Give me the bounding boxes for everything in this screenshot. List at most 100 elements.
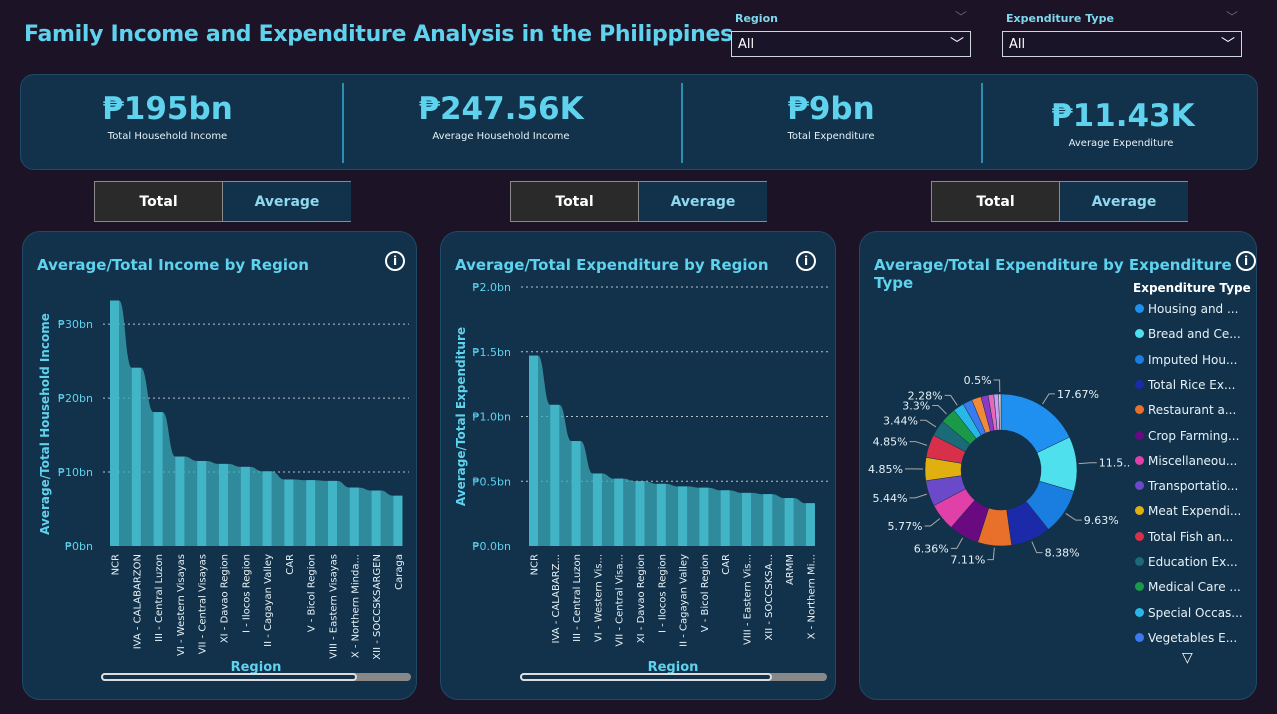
expenditure-by-region-card: Average/Total Expenditure by Region i ₱0… [440,231,836,700]
average-toggle-button[interactable]: Average [1060,182,1188,221]
legend-label: Miscellaneou... [1148,453,1238,468]
x-tick-label: V - Bicol Region [700,554,711,632]
kpi-panel: ₱195bn Total Household Income ₱247.56K A… [20,74,1258,170]
legend-label: Restaurant a... [1148,403,1237,418]
type-toggle: Total Average [931,181,1188,222]
label-leader [919,419,937,428]
legend-item[interactable]: Miscellaneou... [1135,454,1237,468]
y-tick-label: ₱1.5bn [473,346,511,359]
legend-item[interactable]: Medical Care ... [1135,580,1241,594]
slice-label: 6.36% [914,542,949,555]
chevron-down-icon[interactable]: ﹀ [954,10,967,24]
slice-label: 3.3% [902,399,930,412]
label-leader [987,547,995,561]
kpi-total-income: ₱195bn Total Household Income [81,91,254,142]
kpi-value: ₱11.43K [1051,98,1195,134]
x-tick-label: II - Cagayan Valley [263,554,274,647]
expenditure-type-select[interactable]: All ﹀ [1002,31,1242,57]
slice-label: 8.38% [1045,547,1080,560]
scrollbar-thumb[interactable] [101,673,357,681]
y-tick-label: ₱0.5bn [473,475,511,488]
kpi-total-expenditure: ₱9bn Total Expenditure [761,91,901,142]
dropdown-arrow-icon[interactable]: ﹀ [1221,37,1235,53]
legend-label: Meat Expendi... [1148,504,1242,519]
slice-label: 3.44% [883,414,918,427]
kpi-value: ₱9bn [787,91,875,127]
legend-item[interactable]: Vegetables E... [1135,631,1237,645]
total-toggle-button[interactable]: Total [932,182,1060,221]
x-tick-label: VIII - Eastern Visayas [329,554,340,659]
label-leader [944,394,958,406]
x-tick-label: Caraga [394,554,405,590]
scrollbar-thumb[interactable] [520,673,772,681]
info-icon[interactable]: i [1236,251,1256,271]
x-tick-label: I - Ilocos Region [241,554,252,633]
kpi-average-expenditure: ₱11.43K Average Expenditure [1051,98,1195,149]
legend-item[interactable]: Special Occas... [1135,606,1243,620]
label-leader [1078,462,1097,465]
label-leader [1031,541,1043,554]
legend-label: Crop Farming... [1148,428,1240,443]
legend-label: Imputed Hou... [1148,352,1238,367]
y-tick-label: ₱0.0bn [473,540,511,553]
kpi-divider [681,83,683,163]
region-select[interactable]: All ﹀ [731,31,971,57]
legend-item[interactable]: Meat Expendi... [1135,504,1241,518]
y-tick-label: ₱1.0bn [473,411,511,424]
x-tick-label: I - Ilocos Region [657,554,668,633]
average-toggle-button[interactable]: Average [639,182,767,221]
expenditure-toggle: Total Average [510,181,767,222]
legend-item[interactable]: Total Fish an... [1135,530,1233,544]
x-tick-label: XII - SOCCSKSARGEN [372,554,383,660]
x-tick-label: VIII - Eastern Vis... [743,554,754,645]
slice-label: 7.11% [950,554,985,567]
slice-label: 4.85% [868,463,903,476]
dropdown-arrow-icon[interactable]: ﹀ [950,37,964,53]
legend-label: Medical Care ... [1148,580,1241,595]
kpi-label: Total Household Income [107,131,228,142]
total-toggle-button[interactable]: Total [511,182,639,221]
label-leader [909,441,928,446]
legend-item[interactable]: Education Ex... [1135,555,1238,569]
legend-item[interactable]: Crop Farming... [1135,429,1239,443]
x-tick-label: XI - Davao Region [636,554,647,643]
legend-item[interactable]: Transportatio... [1135,479,1238,493]
legend-item[interactable]: Housing and ... [1135,302,1238,316]
label-leader [993,379,1001,393]
info-icon[interactable]: i [796,251,816,271]
expenditure-type-filter-label: Expenditure Type [1006,12,1114,25]
legend-label: Transportatio... [1148,479,1239,494]
x-tick-label: V - Bicol Region [307,554,318,632]
slice-label: 5.44% [872,492,907,505]
chevron-down-icon[interactable]: ﹀ [1225,10,1238,24]
y-axis-label: Average/Total Household Income [38,313,52,535]
legend-label: Bread and Ce... [1148,327,1241,342]
legend-item[interactable]: Total Rice Ex... [1135,378,1235,392]
label-leader [950,537,964,549]
legend-item[interactable]: Imputed Hou... [1135,353,1237,367]
legend-dot-icon [1135,329,1144,339]
legend-scroll-down-icon[interactable]: ▽ [1182,650,1193,666]
kpi-label: Average Expenditure [1068,138,1174,149]
legend-label: Vegetables E... [1148,630,1238,645]
income-area-chart: ₱0bn ₱10bn ₱20bn ₱30bn Average/Total Househo… [38,300,409,675]
y-tick-label: ₱0bn [65,540,93,553]
x-tick-label: CAR [721,554,732,575]
legend-dot-icon [1135,430,1144,440]
legend-label: Education Ex... [1148,555,1238,569]
region-filter-label: Region [735,12,778,25]
total-toggle-button[interactable]: Total [95,182,223,221]
legend-item[interactable]: Restaurant a... [1135,403,1236,417]
x-tick-label: X - Northern Mi... [806,554,817,639]
legend-label: Special Occas... [1148,605,1243,620]
legend-label: Total Fish an... [1148,529,1234,544]
x-tick-label: X - Northern Minda... [350,554,361,658]
legend-label: Housing and ... [1148,302,1239,316]
card-title: Average/Total Income by Region [37,256,309,274]
average-toggle-button[interactable]: Average [223,182,351,221]
info-icon[interactable]: i [385,251,405,271]
label-leader [924,518,941,527]
x-tick-label: III - Central Luzon [154,554,165,642]
legend-item[interactable]: Bread and Ce... [1135,327,1241,341]
slice-label: 9.63% [1084,514,1119,527]
